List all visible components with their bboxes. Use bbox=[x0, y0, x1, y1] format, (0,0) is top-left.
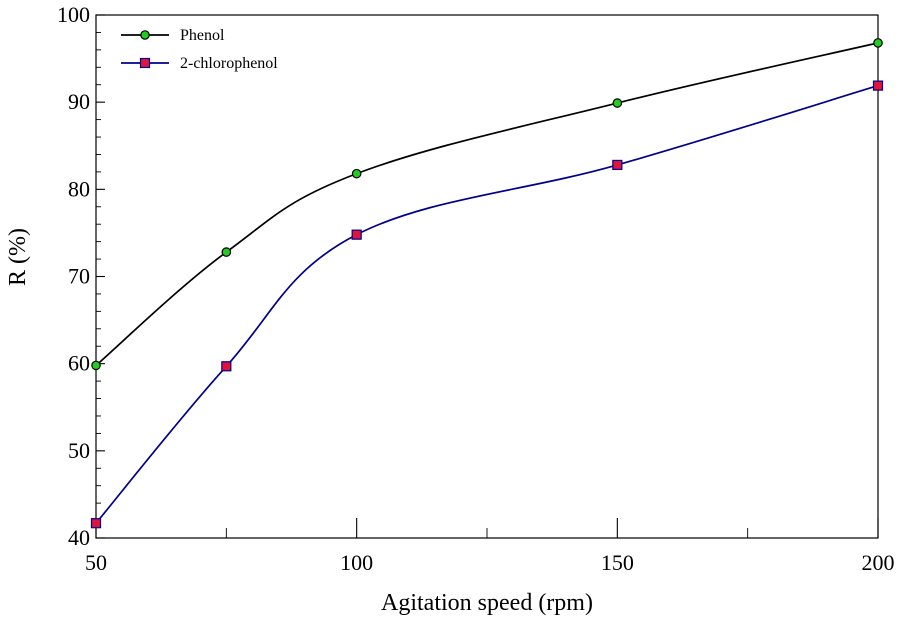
data-point-phenol-0 bbox=[91, 360, 101, 371]
y-tick-label: 100 bbox=[57, 2, 90, 27]
x-tick-label: 150 bbox=[601, 550, 634, 575]
y-tick-label: 50 bbox=[68, 438, 90, 463]
y-tick-label: 40 bbox=[68, 525, 90, 550]
series-line-phenol bbox=[95, 42, 879, 367]
legend-label-2-chlorophenol: 2-chlorophenol bbox=[180, 55, 278, 72]
data-point-2-chlorophenol-3 bbox=[612, 159, 623, 171]
data-point-phenol-1 bbox=[221, 247, 232, 257]
y-tick-label: 70 bbox=[68, 264, 90, 289]
y-tick-label: 90 bbox=[68, 89, 90, 114]
legend-marker-phenol bbox=[140, 30, 150, 40]
legend: Phenol 2-chlorophenol bbox=[121, 27, 278, 72]
legend-label-phenol: Phenol bbox=[180, 27, 225, 44]
x-tick-label: 100 bbox=[340, 550, 373, 575]
data-point-2-chlorophenol-0 bbox=[90, 518, 102, 529]
data-point-phenol-2 bbox=[351, 168, 362, 179]
y-tick-label: 80 bbox=[68, 176, 90, 201]
x-axis-title: Agitation speed (rpm) bbox=[381, 590, 593, 616]
series-layer bbox=[90, 38, 884, 529]
data-point-2-chlorophenol-2 bbox=[351, 229, 362, 240]
x-tick-label: 200 bbox=[862, 550, 895, 575]
data-point-2-chlorophenol-4 bbox=[872, 80, 884, 91]
x-tick-label: 50 bbox=[85, 550, 107, 575]
series-line-2-chlorophenol bbox=[95, 84, 879, 524]
y-tick-label: 60 bbox=[68, 351, 90, 376]
data-point-2-chlorophenol-1 bbox=[221, 361, 232, 372]
data-point-phenol-3 bbox=[612, 98, 623, 108]
y-axis-title: R (%) bbox=[5, 228, 31, 286]
legend-marker-2-chlorophenol bbox=[139, 57, 151, 69]
data-point-phenol-4 bbox=[873, 38, 883, 48]
plot-frame bbox=[95, 14, 879, 539]
